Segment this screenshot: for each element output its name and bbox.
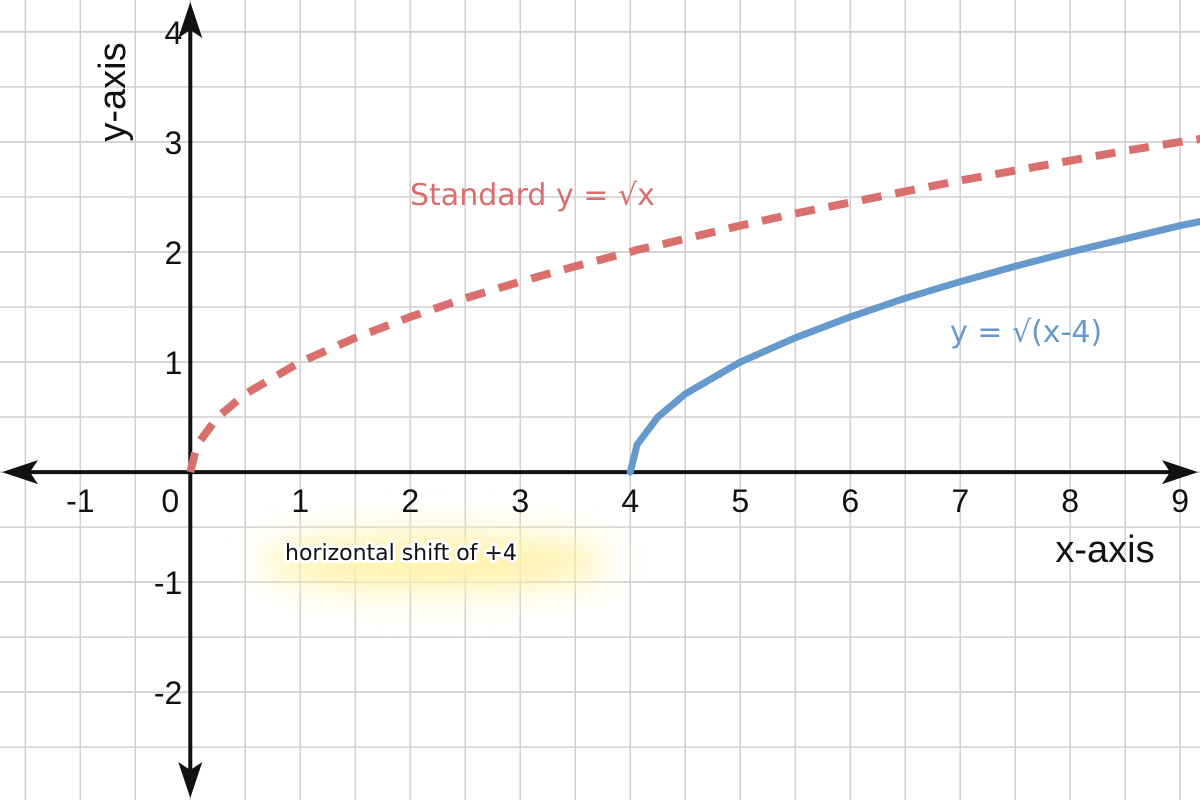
x-tick-label: 0: [161, 483, 179, 519]
x-tick-label: 3: [511, 483, 529, 519]
x-tick-label: 5: [731, 483, 749, 519]
y-arrow-bottom: [178, 762, 203, 798]
shift-annotation: horizontal shift of +4: [285, 541, 517, 566]
y-tick-label: -2: [154, 675, 182, 711]
y-tick-label: 2: [164, 235, 182, 271]
x-tick-label: 9: [1171, 483, 1189, 519]
curve: [626, 218, 1200, 476]
x-axis-title: x-axis: [1055, 529, 1154, 571]
curve-label: y = √(x-4): [950, 315, 1102, 350]
y-tick-label: -1: [154, 565, 182, 601]
x-tick-label: 6: [841, 483, 859, 519]
labels: x-axis y-axis horizontal shift of +4: [92, 42, 1155, 571]
x-tick-label: 4: [621, 483, 639, 519]
x-tick-label: 1: [291, 483, 309, 519]
x-arrow-left: [2, 460, 38, 485]
curve: [186, 134, 1200, 474]
x-tick-label: 2: [401, 483, 419, 519]
curve-label: Standard y = √x: [410, 178, 655, 213]
x-arrow-right: [1162, 460, 1198, 485]
highlight-glow: [260, 534, 610, 590]
y-tick-label: 1: [164, 345, 182, 381]
x-tick-label: -1: [66, 483, 94, 519]
x-tick-label: 8: [1061, 483, 1079, 519]
y-tick-label: 4: [164, 15, 182, 51]
curves: [186, 134, 1200, 476]
y-tick-label: 3: [164, 125, 182, 161]
y-axis-title: y-axis: [92, 42, 134, 141]
y-arrow-top: [178, 2, 203, 38]
x-tick-label: 7: [951, 483, 969, 519]
